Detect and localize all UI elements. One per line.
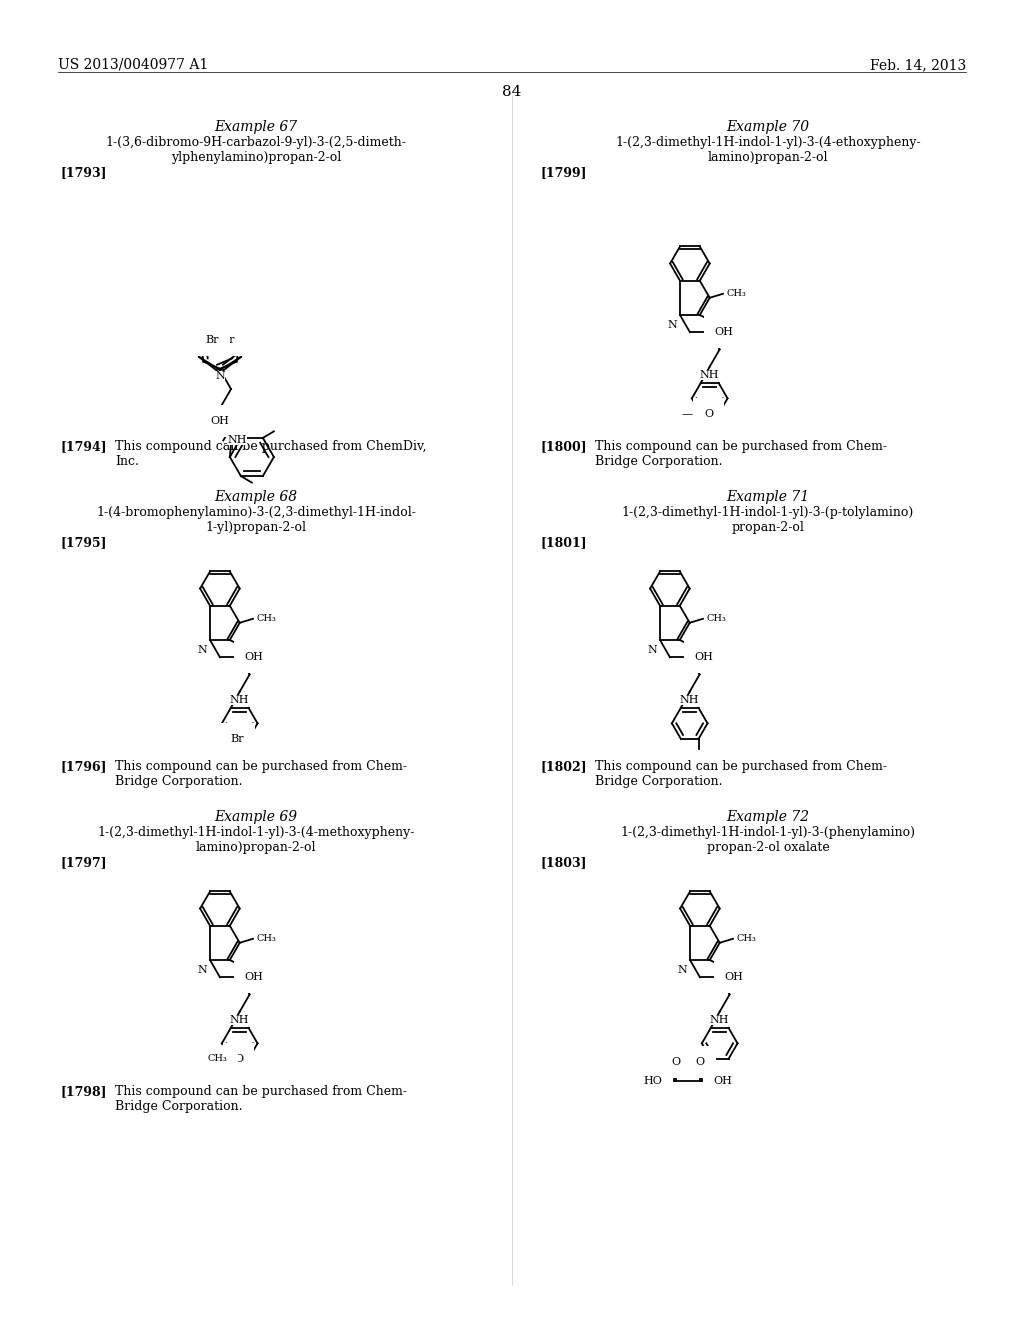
Text: CH₃: CH₃	[208, 1055, 227, 1064]
Text: This compound can be purchased from Chem-
Bridge Corporation.: This compound can be purchased from Chem…	[595, 440, 887, 469]
Text: NH: NH	[710, 1015, 729, 1024]
Text: N: N	[668, 319, 677, 330]
Text: US 2013/0040977 A1: US 2013/0040977 A1	[58, 58, 208, 73]
Text: Example 67: Example 67	[214, 120, 298, 135]
Text: CH₃: CH₃	[727, 289, 746, 298]
Text: Example 70: Example 70	[726, 120, 810, 135]
Text: N: N	[198, 965, 207, 975]
Text: NH: NH	[230, 694, 250, 705]
Text: O: O	[695, 1057, 705, 1067]
Text: Br: Br	[221, 335, 234, 345]
Text: O: O	[672, 1057, 681, 1067]
Text: OH: OH	[245, 973, 263, 982]
Text: O: O	[234, 1053, 244, 1064]
Text: 1-(4-bromophenylamino)-3-(2,3-dimethyl-1H-indol-
1-yl)propan-2-ol: 1-(4-bromophenylamino)-3-(2,3-dimethyl-1…	[96, 506, 416, 535]
Text: [1793]: [1793]	[60, 166, 106, 180]
Text: —: —	[682, 409, 693, 418]
Text: OH: OH	[725, 973, 743, 982]
Text: OH: OH	[715, 327, 733, 337]
Text: CH₃: CH₃	[246, 642, 266, 651]
Text: Br: Br	[230, 734, 244, 743]
Text: This compound can be purchased from Chem-
Bridge Corporation.: This compound can be purchased from Chem…	[115, 760, 407, 788]
Text: N: N	[198, 645, 207, 655]
Text: CH₃: CH₃	[726, 962, 746, 970]
Text: 1-(3,6-dibromo-9H-carbazol-9-yl)-3-(2,5-dimeth-
ylphenylamino)propan-2-ol: 1-(3,6-dibromo-9H-carbazol-9-yl)-3-(2,5-…	[105, 136, 407, 164]
Text: [1802]: [1802]	[540, 760, 587, 774]
Text: [1803]: [1803]	[540, 855, 587, 869]
Text: [1800]: [1800]	[540, 440, 587, 453]
Text: CH₃: CH₃	[716, 317, 736, 326]
Text: N: N	[215, 371, 225, 381]
Text: 84: 84	[503, 84, 521, 99]
Text: [1796]: [1796]	[60, 760, 106, 774]
Text: CH₃: CH₃	[257, 935, 276, 944]
Text: CH₃: CH₃	[707, 614, 727, 623]
Text: NH: NH	[680, 694, 699, 705]
Text: OH: OH	[245, 652, 263, 663]
Text: 1-(2,3-dimethyl-1H-indol-1-yl)-3-(4-methoxypheny-
lamino)propan-2-ol: 1-(2,3-dimethyl-1H-indol-1-yl)-3-(4-meth…	[97, 826, 415, 854]
Text: N: N	[677, 965, 687, 975]
Text: CH₃: CH₃	[257, 614, 276, 623]
Text: N: N	[647, 645, 657, 655]
Text: OH: OH	[694, 652, 714, 663]
Text: 1-(2,3-dimethyl-1H-indol-1-yl)-3-(p-tolylamino)
propan-2-ol: 1-(2,3-dimethyl-1H-indol-1-yl)-3-(p-toly…	[622, 506, 914, 535]
Text: Example 71: Example 71	[726, 490, 810, 504]
Text: [1797]: [1797]	[60, 855, 106, 869]
Text: Example 69: Example 69	[214, 810, 298, 824]
Text: [1801]: [1801]	[540, 536, 587, 549]
Text: Br: Br	[206, 335, 219, 345]
Text: [1799]: [1799]	[540, 166, 587, 180]
Text: NH: NH	[227, 436, 247, 445]
Text: CH₃: CH₃	[737, 935, 757, 944]
Text: CH₃: CH₃	[696, 642, 716, 651]
Text: [1794]: [1794]	[60, 440, 106, 453]
Text: This compound can be purchased from Chem-
Bridge Corporation.: This compound can be purchased from Chem…	[115, 1085, 407, 1113]
Text: OH: OH	[714, 1076, 732, 1086]
Text: NH: NH	[230, 1015, 250, 1024]
Text: 1-(2,3-dimethyl-1H-indol-1-yl)-3-(phenylamino)
propan-2-ol oxalate: 1-(2,3-dimethyl-1H-indol-1-yl)-3-(phenyl…	[621, 826, 915, 854]
Text: Example 72: Example 72	[726, 810, 810, 824]
Text: This compound can be purchased from ChemDiv,
Inc.: This compound can be purchased from Chem…	[115, 440, 427, 469]
Text: O: O	[705, 409, 714, 418]
Text: OH: OH	[211, 416, 229, 426]
Text: 1-(2,3-dimethyl-1H-indol-1-yl)-3-(4-ethoxypheny-
lamino)propan-2-ol: 1-(2,3-dimethyl-1H-indol-1-yl)-3-(4-etho…	[615, 136, 921, 164]
Text: Feb. 14, 2013: Feb. 14, 2013	[869, 58, 966, 73]
Text: Example 68: Example 68	[214, 490, 298, 504]
Text: This compound can be purchased from Chem-
Bridge Corporation.: This compound can be purchased from Chem…	[595, 760, 887, 788]
Text: CH₃: CH₃	[246, 962, 266, 970]
Text: [1798]: [1798]	[60, 1085, 106, 1098]
Text: [1795]: [1795]	[60, 536, 106, 549]
Text: NH: NH	[700, 370, 720, 380]
Text: HO: HO	[643, 1076, 663, 1086]
